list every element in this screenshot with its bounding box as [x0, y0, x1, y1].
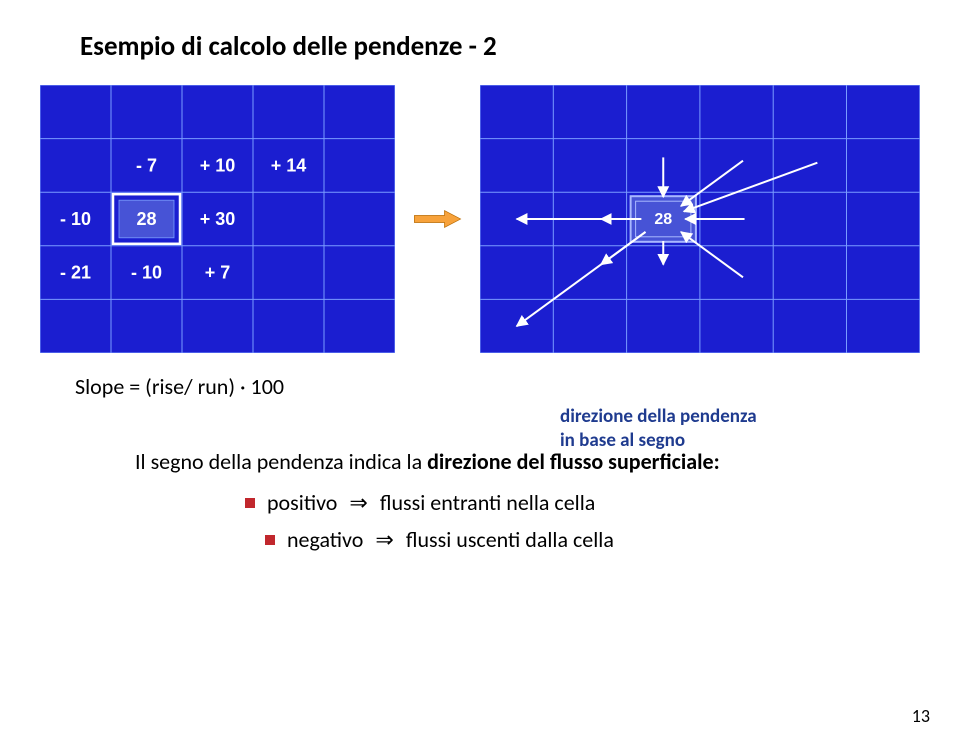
body-text: Il segno della pendenza indica la direzi… — [135, 448, 920, 553]
grid-left: 28 - 7 + 10 + 14 - 10 + 30 - 21 - 10 + 7 — [40, 85, 395, 353]
svg-text:- 10: - 10 — [60, 209, 91, 229]
svg-text:- 7: - 7 — [136, 155, 157, 175]
bullet-negative: negativo ⇒ flussi uscenti dalla cella — [265, 526, 920, 553]
implies-icon: ⇒ — [375, 526, 393, 553]
connector-arrow — [413, 204, 462, 234]
grid-left-svg: 28 - 7 + 10 + 14 - 10 + 30 - 21 - 10 + 7 — [40, 85, 395, 353]
svg-text:- 10: - 10 — [131, 263, 162, 283]
bullet-text: flussi uscenti dalla cella — [406, 526, 614, 553]
svg-text:+ 14: + 14 — [271, 155, 307, 175]
direction-caption: direzione della pendenza in base al segn… — [560, 405, 757, 453]
lead-prefix: Il segno della pendenza indica la — [135, 448, 427, 475]
implies-icon: ⇒ — [349, 489, 367, 516]
bullet-positive: positivo ⇒ flussi entranti nella cella — [245, 489, 920, 516]
svg-text:28: 28 — [136, 209, 156, 229]
lead-text: Il segno della pendenza indica la direzi… — [135, 448, 920, 475]
caption-line-2: in base al segno — [560, 429, 757, 453]
svg-text:+ 7: + 7 — [205, 263, 231, 283]
slope-formula: Slope = (rise/ run) · 100 — [75, 373, 920, 400]
page-number: 13 — [912, 705, 930, 727]
grid-right-svg: 28 — [480, 85, 920, 353]
bullet-icon — [245, 498, 255, 508]
bullet-label: positivo — [267, 489, 337, 516]
svg-text:- 21: - 21 — [60, 263, 91, 283]
svg-text:28: 28 — [654, 211, 672, 228]
grid-right: 28 — [480, 85, 920, 353]
bullet-text: flussi entranti nella cella — [380, 489, 595, 516]
bullet-label: negativo — [287, 526, 363, 553]
svg-text:+ 10: + 10 — [200, 155, 236, 175]
bullet-icon — [265, 535, 275, 545]
svg-text:+ 30: + 30 — [200, 209, 236, 229]
caption-line-1: direzione della pendenza — [560, 405, 757, 429]
diagrams-row: 28 - 7 + 10 + 14 - 10 + 30 - 21 - 10 + 7 28 — [40, 85, 920, 353]
page-title: Esempio di calcolo delle pendenze - 2 — [80, 30, 920, 63]
